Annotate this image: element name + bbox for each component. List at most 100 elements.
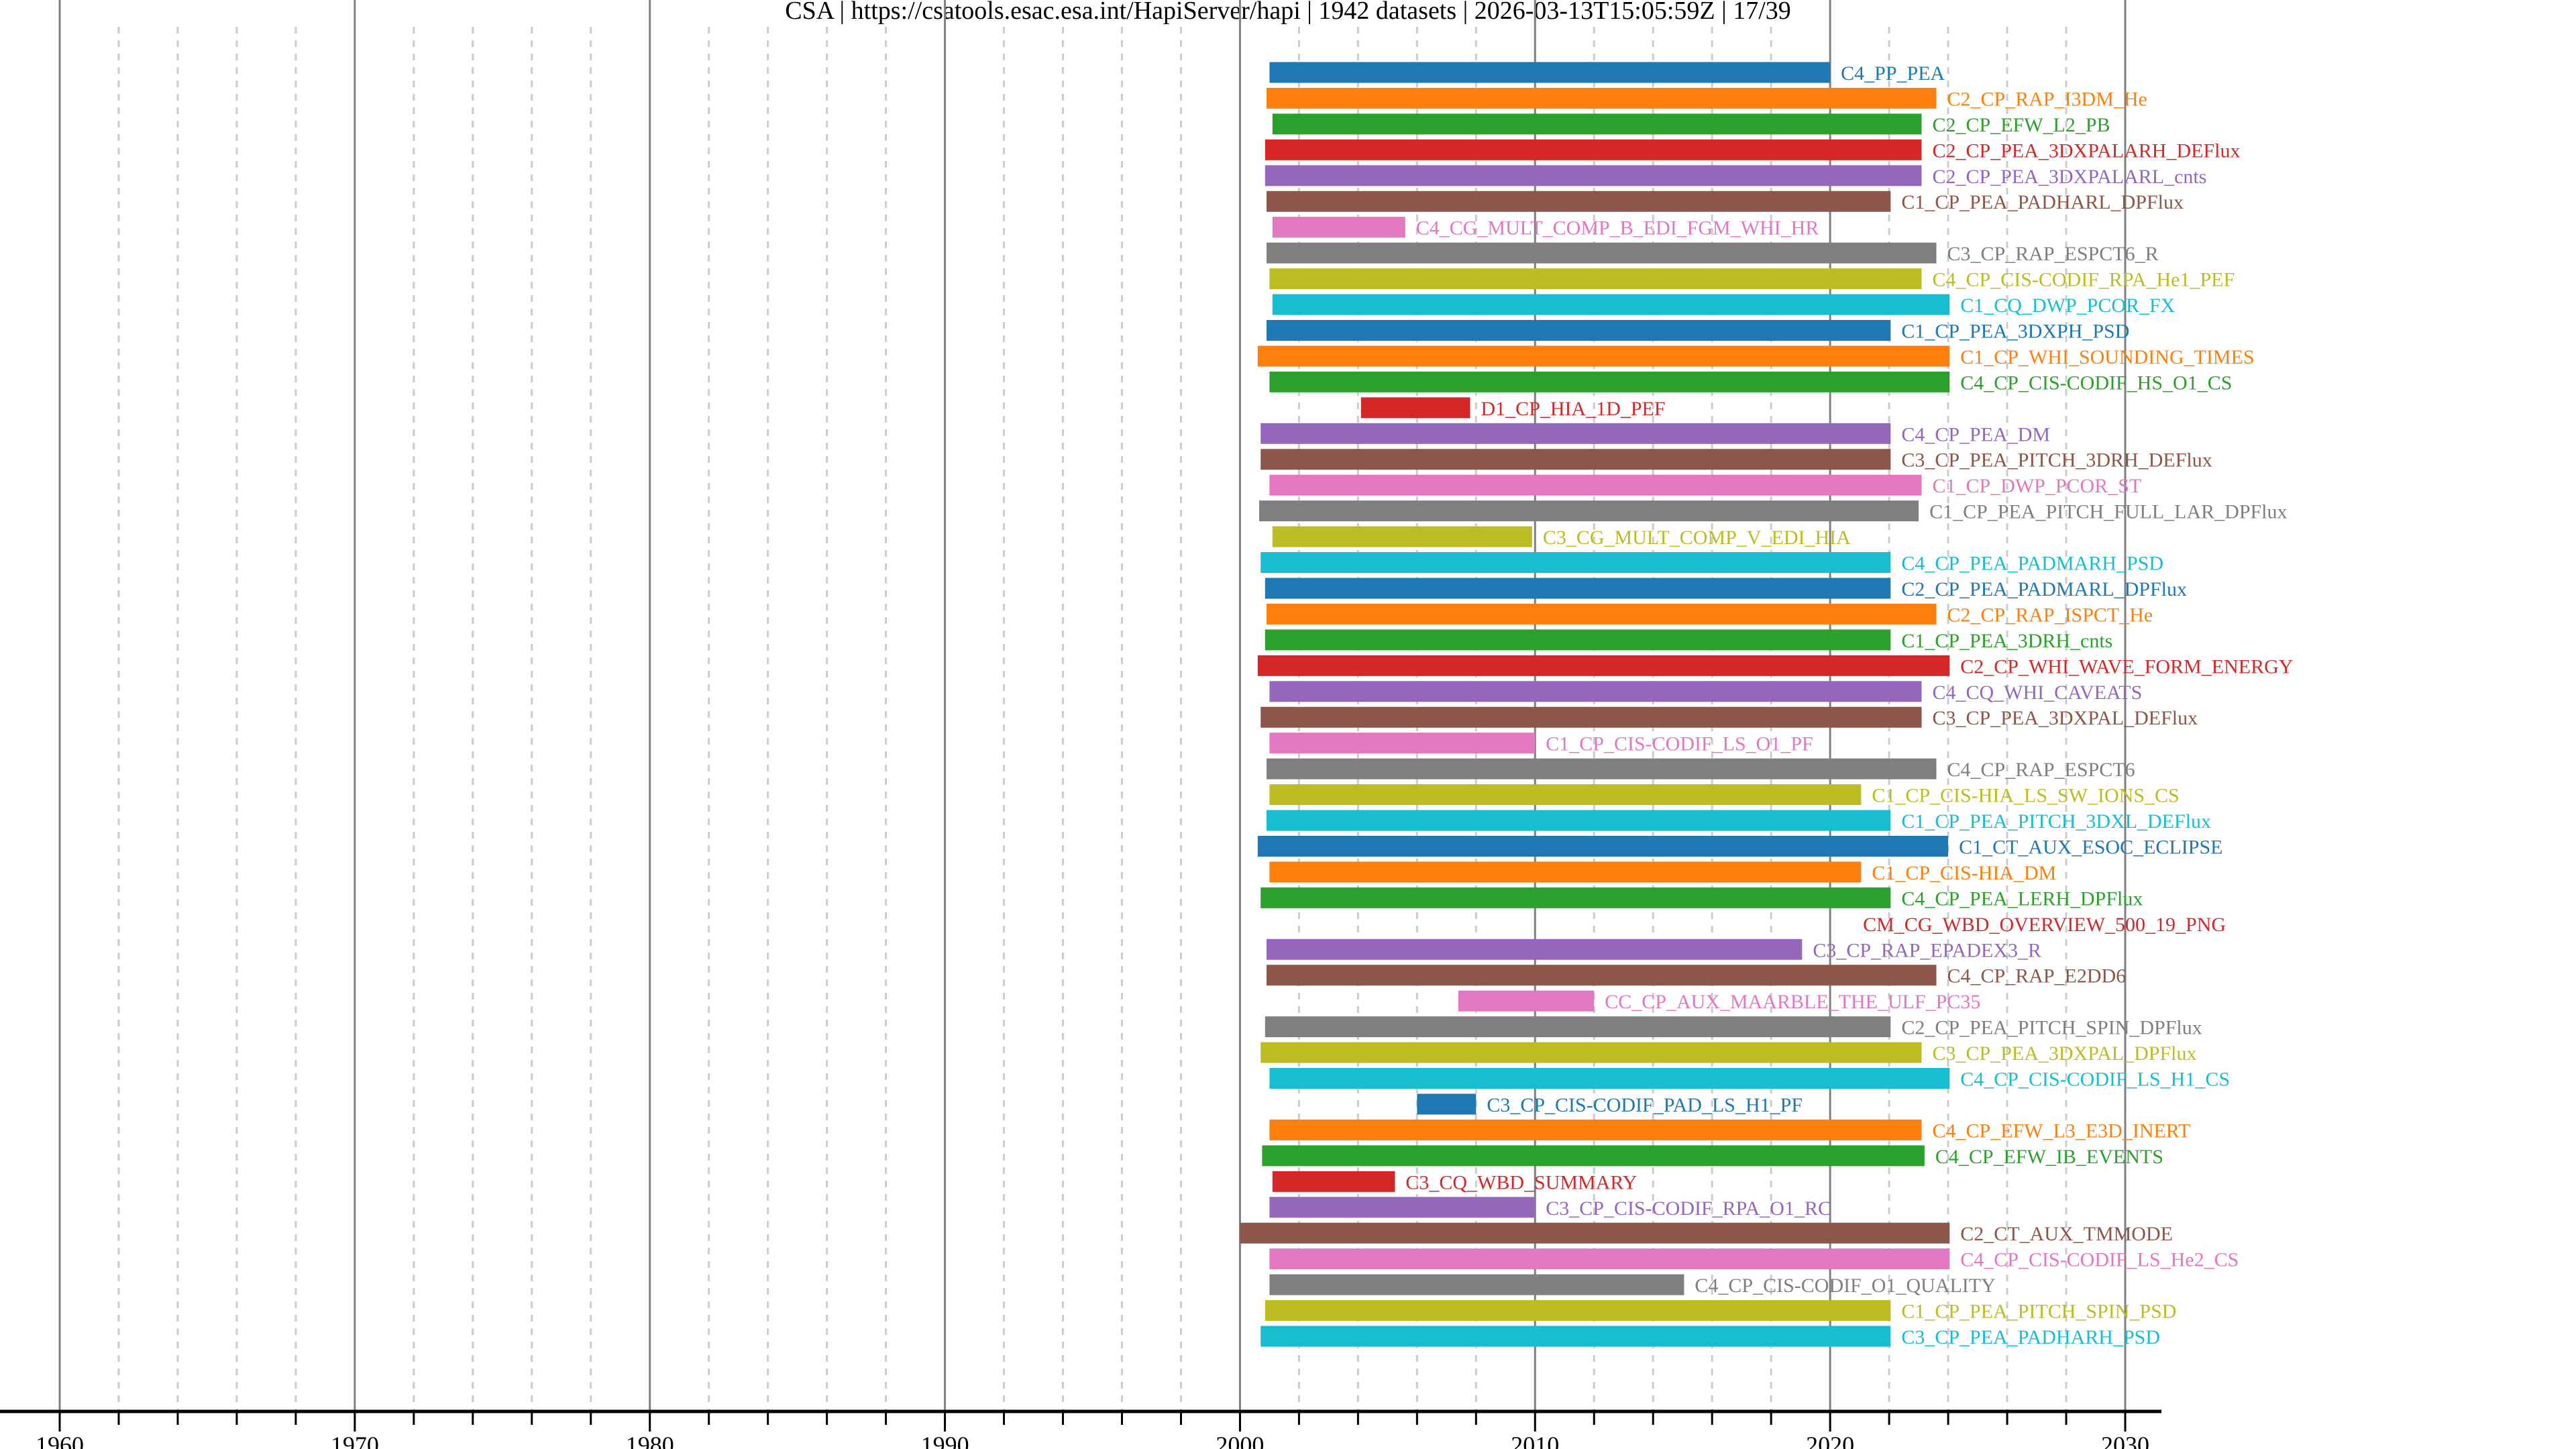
dataset-bar xyxy=(1257,345,1950,367)
dataset-bar xyxy=(1267,938,1803,960)
dataset-label: C4_CG_MULT_COMP_B_EDI_FGM_WHI_HR xyxy=(1416,217,1819,239)
dataset-bar xyxy=(1267,758,1937,780)
dataset-bar xyxy=(1240,1222,1950,1244)
dataset-bar xyxy=(1269,1197,1536,1218)
dataset-bar xyxy=(1269,371,1950,392)
dataset-bar xyxy=(1269,62,1831,83)
dataset-bar xyxy=(1267,242,1937,264)
x-tick-label: 1970 xyxy=(331,1432,379,1449)
dataset-label: C1_CP_PEA_3DXPH_PSD xyxy=(1901,320,2129,342)
dataset-bar xyxy=(1257,835,1949,857)
dataset-label: C1_CP_PEA_PITCH_SPIN_PSD xyxy=(1901,1301,2176,1323)
x-tick-label: 2030 xyxy=(2101,1432,2149,1449)
dataset-bar xyxy=(1267,319,1891,341)
dataset-bar xyxy=(1272,1171,1395,1192)
dataset-label: C4_PP_PEA xyxy=(1841,62,1945,85)
dataset-label: C1_CP_CIS-HIA_DM xyxy=(1872,862,2056,884)
dataset-bar xyxy=(1269,1248,1950,1270)
dataset-label: C4_CP_CIS-CODIF_HS_O1_CS xyxy=(1960,372,2232,394)
dataset-bar xyxy=(1267,87,1937,109)
dataset-bar xyxy=(1260,423,1891,444)
dataset-bar xyxy=(1260,1042,1922,1063)
dataset-bar xyxy=(1272,526,1532,547)
x-tick-label: 1990 xyxy=(921,1432,969,1449)
dataset-label: C3_CQ_WBD_SUMMARY xyxy=(1405,1171,1637,1193)
dataset-bar xyxy=(1269,1068,1950,1089)
dataset-label: C1_CP_PEA_3DRH_cnts xyxy=(1901,630,2112,652)
dataset-bar xyxy=(1269,733,1536,754)
dataset-label: C4_CQ_WHI_CAVEATS xyxy=(1932,682,2142,704)
dataset-label: C2_CP_RAP_ISPCT_He xyxy=(1947,604,2153,626)
dataset-bar xyxy=(1269,1274,1684,1295)
dataset-bar xyxy=(1417,1093,1477,1115)
dataset-bar xyxy=(1262,1145,1925,1167)
dataset-label: CC_CP_AUX_MAARBLE_THE_ULF_PC35 xyxy=(1605,991,1980,1013)
dataset-bar xyxy=(1269,861,1862,883)
dataset-label: C1_CP_PEA_PITCH_3DXL_DEFlux xyxy=(1901,810,2211,833)
dataset-bar xyxy=(1269,1119,1922,1140)
x-tick-label: 1960 xyxy=(36,1432,84,1449)
dataset-bar xyxy=(1267,191,1891,212)
dataset-bar xyxy=(1269,784,1862,806)
dataset-label: C3_CG_MULT_COMP_V_EDI_HIA xyxy=(1543,527,1851,549)
dataset-label: C2_CP_PEA_PITCH_SPIN_DPFlux xyxy=(1901,1017,2202,1039)
dataset-label: D1_CP_HIA_1D_PEF xyxy=(1481,398,1666,420)
dataset-bar xyxy=(1260,706,1922,728)
dataset-label: C4_CP_PEA_LERH_DPFlux xyxy=(1901,888,2143,910)
dataset-label: C3_CP_RAP_ESPCT6_R xyxy=(1947,243,2158,265)
dataset-label: C1_CT_AUX_ESOC_ECLIPSE xyxy=(1959,836,2222,858)
x-tick-label: 1980 xyxy=(626,1432,674,1449)
x-tick-label: 2000 xyxy=(1216,1432,1264,1449)
dataset-bar xyxy=(1458,990,1595,1012)
dataset-bar xyxy=(1269,474,1922,496)
dataset-bar xyxy=(1265,165,1922,186)
dataset-label: C1_CP_WHI_SOUNDING_TIMES xyxy=(1960,346,2254,368)
dataset-label: C4_CP_RAP_ESPCT6 xyxy=(1947,759,2135,781)
dataset-label: C1_CP_DWP_PCOR_ST xyxy=(1932,475,2141,497)
dataset-label: C2_CP_PEA_3DXPALARL_cnts xyxy=(1932,166,2206,188)
dataset-bar xyxy=(1272,217,1405,238)
dataset-bar xyxy=(1360,397,1470,419)
dataset-label: C4_CP_CIS-CODIF_LS_H1_CS xyxy=(1960,1069,2230,1091)
dataset-label: C4_CP_PEA_DM xyxy=(1901,423,2050,445)
dataset-bar xyxy=(1265,629,1891,651)
dataset-bar xyxy=(1267,810,1891,831)
dataset-label: C1_CP_PEA_PITCH_FULL_LAR_DPFlux xyxy=(1929,501,2287,523)
dataset-bar xyxy=(1260,552,1891,574)
dataset-bar xyxy=(1267,603,1937,625)
dataset-label: C4_CP_PEA_PADMARH_PSD xyxy=(1901,553,2163,575)
dataset-label: C3_CP_PEA_3DXPAL_DEFlux xyxy=(1932,707,2198,729)
dataset-bar xyxy=(1260,887,1891,908)
dataset-label: C1_CP_PEA_PADHARL_DPFlux xyxy=(1901,191,2184,213)
dataset-label: C1_CP_CIS-CODIF_LS_O1_PF xyxy=(1546,733,1813,755)
chart-title: CSA | https://csatools.esac.esa.int/Hapi… xyxy=(785,0,1791,25)
dataset-label: C4_CP_EFW_L3_E3D_INERT xyxy=(1932,1120,2190,1142)
dataset-label: C3_CP_PEA_PITCH_3DRH_DEFlux xyxy=(1901,449,2212,472)
dataset-label: C2_CP_EFW_L2_PB xyxy=(1932,114,2110,136)
dataset-bar xyxy=(1272,113,1922,135)
x-tick-label: 2020 xyxy=(1806,1432,1854,1449)
dataset-bar xyxy=(1265,139,1922,160)
dataset-bar xyxy=(1260,1326,1891,1347)
dataset-label: C2_CT_AUX_TMMODE xyxy=(1960,1223,2173,1245)
dataset-bar xyxy=(1272,294,1950,315)
dataset-label: C4_CP_RAP_E2DD6 xyxy=(1947,965,2126,987)
dataset-bar xyxy=(1267,965,1937,986)
dataset-bar xyxy=(1257,655,1950,676)
dataset-bar xyxy=(1269,681,1922,702)
dataset-bar xyxy=(1265,578,1891,599)
dataset-label: C1_CQ_DWP_PCOR_FX xyxy=(1960,294,2175,317)
dataset-bar xyxy=(1265,1300,1891,1322)
dataset-label: C3_CP_CIS-CODIF_RPA_O1_RC xyxy=(1546,1197,1831,1220)
dataset-bar xyxy=(1269,268,1922,290)
dataset-bar xyxy=(1259,500,1919,522)
dataset-bar xyxy=(1260,449,1891,470)
dataset-label: C4_CP_CIS-CODIF_RPA_He1_PEF xyxy=(1932,269,2235,291)
dataset-label: C3_CP_PEA_3DXPAL_DPFlux xyxy=(1932,1042,2196,1065)
x-tick-label: 2010 xyxy=(1511,1432,1559,1449)
dataset-label: C3_CP_RAP_EPADEX3_R xyxy=(1813,939,2041,961)
dataset-label: C2_CP_PEA_3DXPALARH_DEFlux xyxy=(1932,140,2240,162)
dataset-label: C4_CP_CIS-CODIF_O1_QUALITY xyxy=(1695,1275,1995,1297)
dataset-bar xyxy=(1265,1016,1891,1038)
